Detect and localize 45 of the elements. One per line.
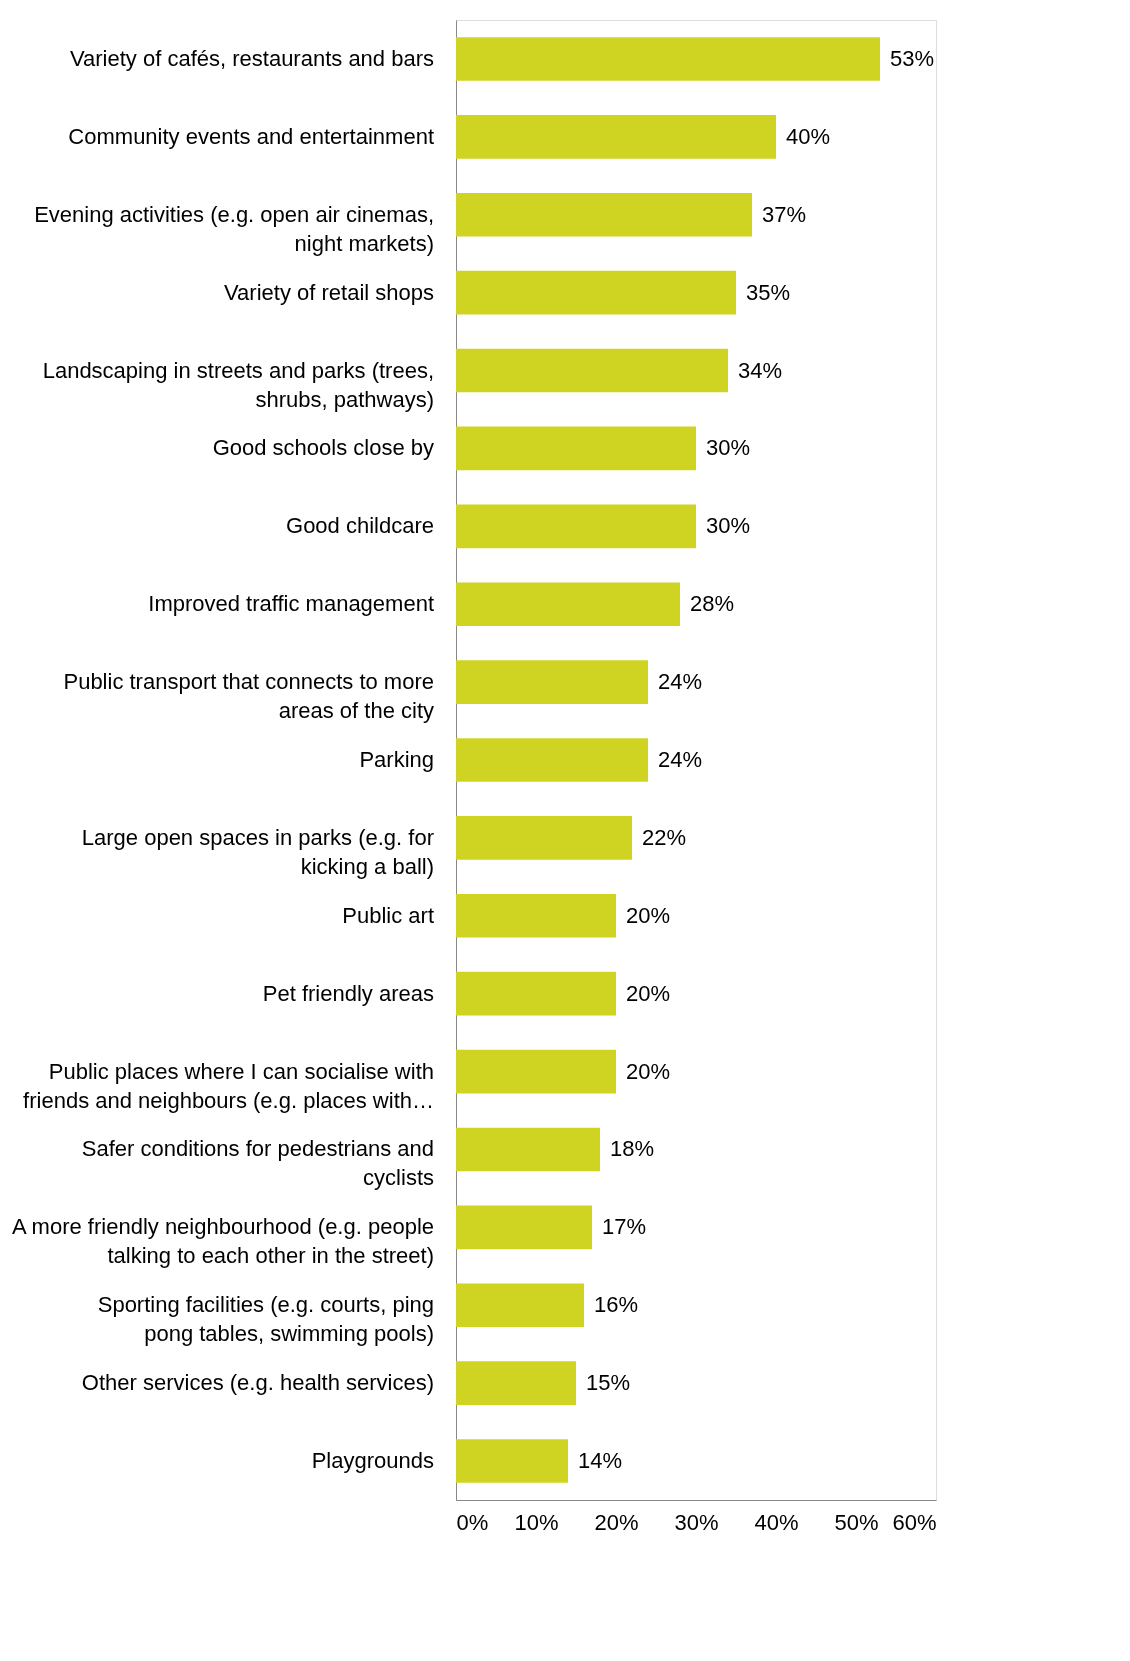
x-tick-label: 20% [594,1509,639,1535]
x-tick-label: 50% [834,1509,879,1535]
data-label: 17% [602,1214,647,1240]
y-tick-label: Public art [342,902,434,928]
data-label: 18% [610,1136,655,1162]
y-tick-label: Variety of cafés, restaurants and bars [70,45,434,71]
data-label: 24% [658,669,703,695]
data-label: 34% [738,357,783,383]
y-tick-label: Evening activities (e.g. open air cinemas, night markets) [34,201,434,256]
y-tick-label: Safer conditions for pedestrians and cyclists [81,1136,434,1191]
y-tick-label: Pet friendly areas [262,980,434,1006]
data-label: 15% [586,1370,631,1396]
x-tick-label: 10% [514,1509,559,1535]
y-tick-label: Large open spaces in parks (e.g. for kicking a ball) [81,824,434,879]
data-label: 37% [762,201,807,227]
y-tick-label: Variety of retail shops [224,279,434,305]
data-label: 40% [786,123,831,149]
data-label: 14% [578,1448,623,1474]
y-tick-label: Community events and entertainment [68,123,434,149]
data-label: 24% [658,747,703,772]
data-label: 20% [626,1058,671,1084]
y-tick-label: Parking [359,747,434,772]
y-tick-label: Public places where I can socialise with friends and neighbours (e.g. places with… [23,1058,434,1113]
data-label: 20% [626,902,671,928]
y-tick-label: Good childcare [286,513,434,539]
data-label: 53% [890,45,935,71]
y-tick-label: Playgrounds [311,1448,434,1474]
data-label: 30% [706,435,751,461]
y-tick-label: Sporting facilities (e.g. courts, ping pong tables, swimming pools) [97,1292,434,1347]
data-label: 22% [642,824,687,850]
data-label: 20% [626,980,671,1006]
x-tick-label: 0% [456,1509,489,1535]
data-label: 35% [746,279,791,305]
data-label: 30% [706,513,751,539]
x-tick-label: 60% [892,1509,937,1535]
x-tick-label: 40% [754,1509,799,1535]
y-tick-label: Public transport that connects to more areas of the city [63,669,434,724]
data-label: 16% [594,1292,639,1318]
y-tick-label: Good schools close by [212,435,434,461]
data-label: 28% [690,591,735,617]
y-tick-label: A more friendly neighbourhood (e.g. people talking to each other in the street) [12,1214,434,1269]
x-tick-label: 30% [674,1509,719,1535]
y-tick-label: Landscaping in streets and parks (trees, shrubs, pathways) [42,357,434,412]
y-tick-label: Improved traffic management [148,591,434,617]
y-tick-label: Other services (e.g. health services) [81,1370,434,1396]
